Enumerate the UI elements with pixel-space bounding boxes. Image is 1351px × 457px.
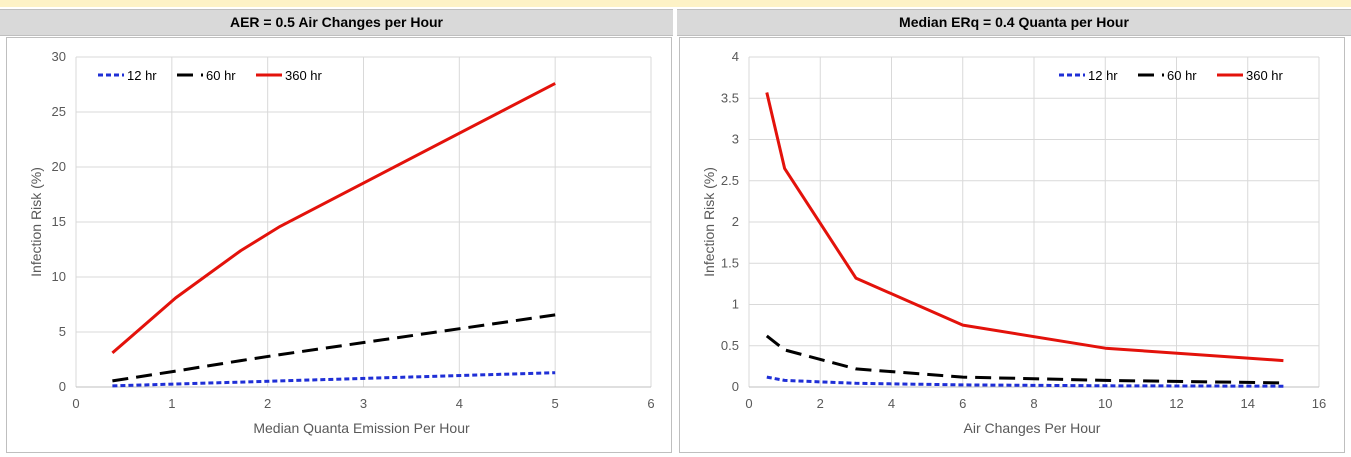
y-tick-label: 2.5 [721, 173, 739, 188]
y-tick-label: 1 [732, 297, 739, 312]
right-chart-title: Median ERq = 0.4 Quanta per Hour [677, 9, 1351, 36]
x-tick-label: 4 [888, 396, 895, 411]
x-tick-label: 4 [456, 396, 463, 411]
right-chart: 0 2 4 6 8 10 12 14 16 0 0.5 1 1.5 2 2.5 3 3.5 4 Air Change… [679, 37, 1345, 453]
x-tick-label: 8 [1030, 396, 1037, 411]
x-tick-label: 12 [1169, 396, 1183, 411]
left-chart: 0 1 2 3 4 5 6 0 5 10 15 20 25 30 Median Quanta Emissio… [6, 37, 672, 453]
x-axis-title: Median Quanta Emission Per Hour [253, 420, 470, 436]
chart-frame [679, 37, 1345, 453]
y-tick-label: 3 [732, 132, 739, 147]
x-tick-label: 16 [1312, 396, 1326, 411]
y-tick-label: 4 [732, 49, 739, 64]
y-tick-label: 15 [52, 214, 66, 229]
y-tick-label: 0.5 [721, 338, 739, 353]
series-line-60-hr [765, 334, 1284, 385]
y-tick-label: 20 [52, 159, 66, 174]
legend-label: 360 hr [1246, 68, 1284, 83]
y-axis-title: Infection Risk (%) [701, 167, 717, 277]
y-tick-label: 25 [52, 104, 66, 119]
y-axis-title: Infection Risk (%) [28, 167, 44, 277]
x-tick-label: 0 [745, 396, 752, 411]
x-tick-label: 14 [1241, 396, 1255, 411]
x-tick-label: 6 [647, 396, 654, 411]
legend-label: 60 hr [1167, 68, 1197, 83]
x-tick-label: 2 [817, 396, 824, 411]
series-line-12-hr [766, 375, 1284, 388]
x-tick-label: 2 [264, 396, 271, 411]
legend-label: 60 hr [206, 68, 236, 83]
series-line-360-hr [765, 92, 1284, 363]
y-tick-label: 10 [52, 269, 66, 284]
top-strip [0, 0, 1351, 7]
y-tick-label: 3.5 [721, 90, 739, 105]
y-tick-label: 30 [52, 49, 66, 64]
left-chart-title: AER = 0.5 Air Changes per Hour [0, 9, 673, 36]
x-tick-label: 1 [168, 396, 175, 411]
x-tick-label: 10 [1098, 396, 1112, 411]
chart-frame [6, 37, 672, 453]
x-tick-label: 0 [72, 396, 79, 411]
legend-label: 360 hr [285, 68, 323, 83]
legend-label: 12 hr [127, 68, 157, 83]
series-line-360-hr [111, 82, 556, 355]
x-tick-label: 6 [959, 396, 966, 411]
series-line-12-hr [112, 371, 556, 388]
y-tick-label: 5 [59, 324, 66, 339]
x-axis-title: Air Changes Per Hour [964, 420, 1101, 436]
y-tick-label: 0 [59, 379, 66, 394]
y-tick-label: 0 [732, 379, 739, 394]
x-tick-label: 3 [360, 396, 367, 411]
x-tick-label: 5 [552, 396, 559, 411]
series-line-60-hr [112, 313, 556, 383]
y-tick-label: 1.5 [721, 255, 739, 270]
legend-label: 12 hr [1088, 68, 1118, 83]
y-tick-label: 2 [732, 214, 739, 229]
